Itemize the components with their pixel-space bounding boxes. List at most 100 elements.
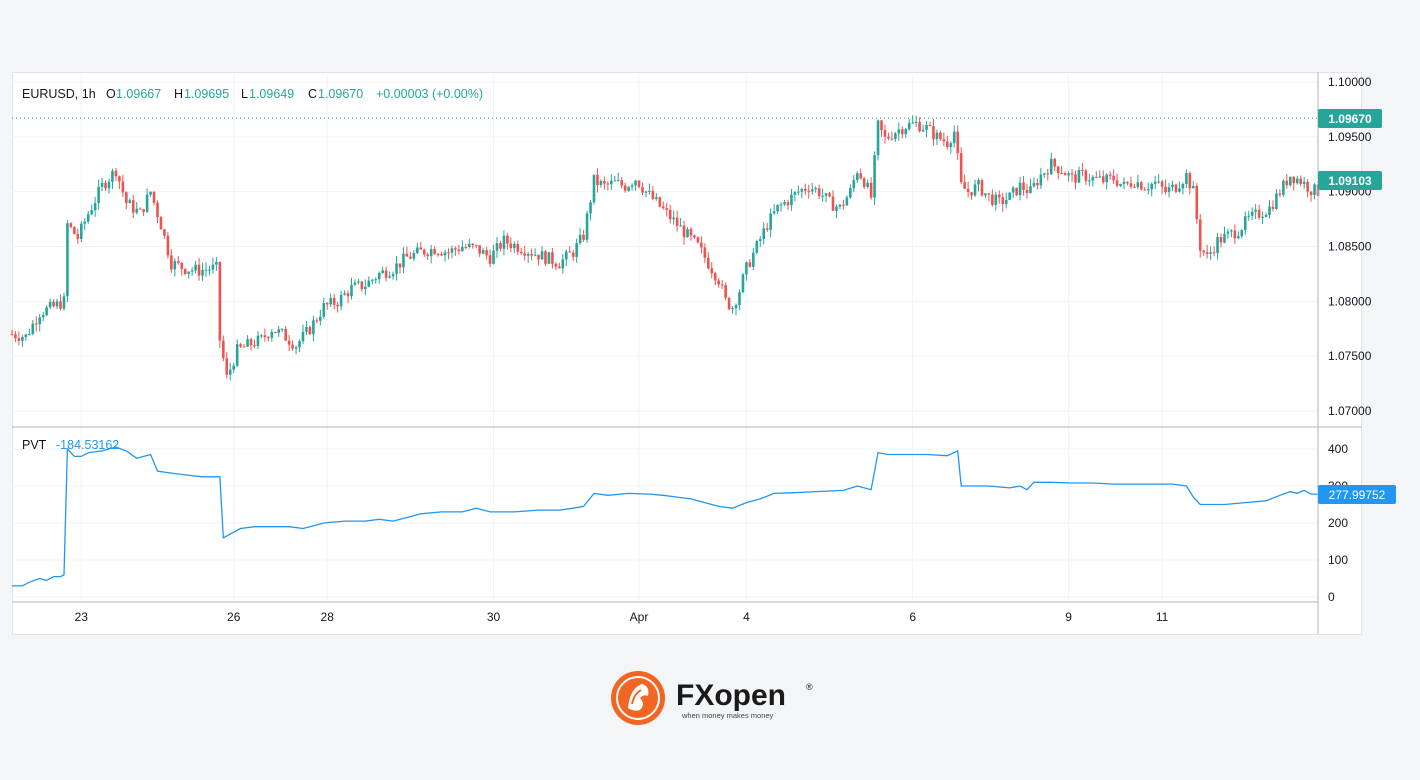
candle-body [544, 251, 547, 264]
candle-body [1299, 178, 1302, 185]
candle-body [111, 170, 114, 182]
candle-body [1091, 176, 1095, 181]
axes: 1.100001.095001.090001.085001.080001.075… [12, 72, 1372, 634]
o-label: O [106, 87, 116, 101]
candle-body [1261, 216, 1264, 218]
candle-body [1295, 178, 1299, 184]
candle-body [952, 131, 956, 144]
candle-body [1275, 193, 1278, 209]
candle-body [1202, 250, 1205, 253]
candle-body [360, 281, 364, 290]
candle-body [253, 345, 256, 347]
candle-body [433, 249, 436, 255]
candle-body [21, 337, 24, 341]
candle-body [190, 270, 194, 272]
candle-body [606, 183, 610, 185]
candle-body [533, 254, 537, 256]
candle-body [575, 243, 578, 257]
price-badge-secondary: 1.09103 [1318, 171, 1382, 190]
candle-body [419, 247, 423, 250]
candle-body [810, 189, 814, 192]
candle-body [949, 143, 953, 148]
candle-body [204, 269, 208, 271]
x-tick-label: 23 [75, 610, 89, 624]
candle-body [1074, 174, 1077, 183]
candle-body [942, 139, 946, 142]
candle-body [422, 249, 426, 255]
candle-body [1022, 182, 1025, 190]
price-tick-label: 1.10000 [1328, 75, 1372, 89]
candle-body [280, 328, 284, 330]
c-label: C [308, 87, 317, 101]
pvt-line [12, 446, 1318, 587]
candle-body [263, 335, 267, 338]
candle-body [959, 153, 963, 183]
candle-body [1250, 211, 1254, 216]
candle-body [447, 252, 450, 254]
candle-body [776, 204, 779, 212]
candle-body [790, 194, 793, 206]
candle-body [291, 344, 294, 349]
fxopen-logo: FXopen ® when money makes money [610, 668, 820, 730]
candle-body [1160, 181, 1164, 187]
candle-body [564, 251, 568, 260]
candle-body [1288, 176, 1292, 186]
pvt-tick-label: 400 [1328, 442, 1348, 456]
candle-body [994, 194, 998, 205]
candle-body [485, 250, 488, 256]
candle-body [45, 307, 48, 316]
candle-body [218, 261, 222, 341]
candle-body [34, 323, 38, 325]
candle-body [1191, 185, 1195, 189]
candle-body [364, 286, 367, 290]
candle-body [946, 141, 949, 148]
candle-body [270, 332, 274, 338]
candle-body [658, 197, 662, 207]
candle-body [693, 235, 696, 238]
candle-body [450, 248, 454, 253]
candle-body [803, 188, 807, 191]
price-badge-current: 1.09670 [1318, 109, 1382, 128]
candle-body [963, 182, 966, 189]
candle-body [156, 202, 159, 218]
candle-body [24, 334, 28, 338]
candle-body [1088, 180, 1091, 182]
candle-body [180, 262, 184, 269]
candle-body [824, 193, 828, 196]
price-tick-label: 1.08000 [1328, 294, 1372, 308]
candle-body [648, 190, 651, 192]
registered-mark: ® [806, 682, 813, 692]
candle-body [571, 252, 575, 257]
candle-body [38, 317, 42, 325]
candle-body [1077, 169, 1081, 183]
price-tick-label: 1.09500 [1328, 130, 1372, 144]
fxopen-logo-svg: FXopen ® when money makes money [611, 671, 813, 725]
candle-body [904, 129, 908, 135]
candle-body [547, 252, 551, 264]
candle-body [1278, 193, 1282, 195]
candle-body [1282, 180, 1285, 195]
header-symbol: EURUSD, 1h [22, 87, 96, 101]
candle-body [41, 315, 45, 318]
candle-body [765, 228, 769, 230]
candle-body [651, 190, 655, 199]
candle-body [1178, 188, 1181, 192]
candle-body [499, 243, 502, 249]
candle-body [1133, 186, 1136, 188]
candle-body [284, 328, 287, 341]
candle-body [343, 293, 346, 295]
candle-body [762, 228, 766, 240]
candle-body [1011, 187, 1015, 193]
candle-body [852, 180, 856, 189]
h-label: H [174, 87, 183, 101]
candle-body [1039, 174, 1043, 186]
candle-body [713, 273, 717, 281]
candle-body [173, 261, 177, 270]
candle-body [1230, 230, 1233, 232]
candle-body [339, 294, 343, 307]
candle-body [779, 204, 783, 206]
candle-body [183, 268, 187, 274]
o-value: 1.09667 [116, 87, 161, 101]
candle-body [793, 192, 797, 195]
candle-body [596, 174, 599, 185]
